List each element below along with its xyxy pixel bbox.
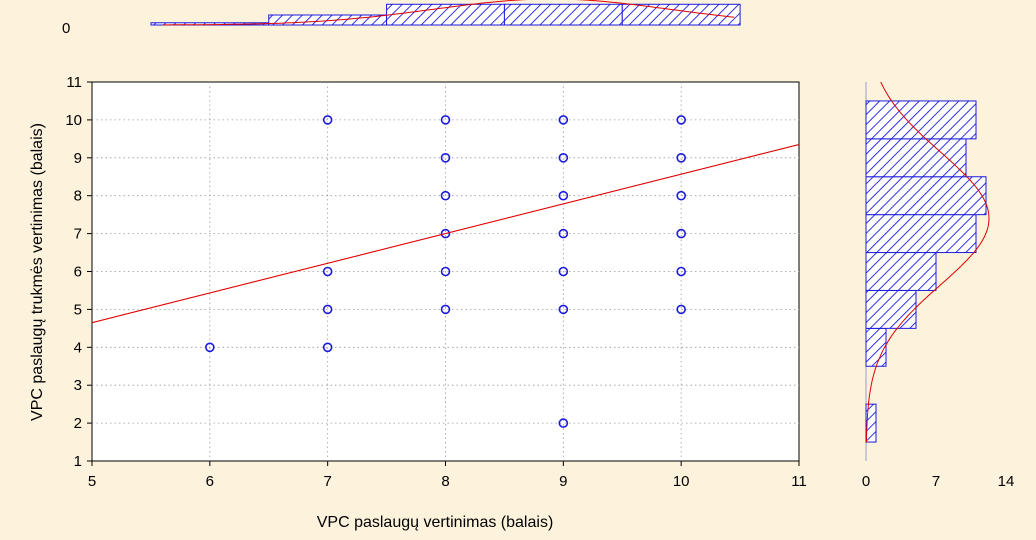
y-tick-label: 3	[74, 377, 82, 394]
y-tick-label: 10	[65, 112, 82, 129]
x-tick-label: 11	[791, 473, 807, 490]
x-tick-label: 5	[88, 473, 96, 490]
x-tick-label: 10	[673, 473, 690, 490]
y-axis-label: VPC paslaugų trukmės vertinimas (balais)	[29, 123, 46, 421]
right-hist-bar	[865, 100, 977, 140]
x-axis-label: VPC paslaugų vertinimas (balais)	[317, 514, 554, 531]
y-tick-label: 2	[74, 415, 82, 432]
top-hist-tick-label: 0	[62, 20, 70, 37]
right-hist-tick-label: 0	[862, 473, 870, 490]
top-normal-curve	[162, 0, 735, 26]
regression-line	[92, 144, 799, 324]
scatter-point	[322, 115, 333, 125]
right-hist-tick-label: 7	[932, 473, 940, 490]
scatter-point	[558, 228, 569, 239]
right-hist-bar	[865, 289, 917, 329]
gridlines	[92, 82, 799, 461]
scatter-point	[558, 304, 569, 315]
right-hist-bar	[865, 403, 877, 443]
scatter-point	[558, 266, 569, 277]
right-normal-curve	[866, 82, 990, 443]
right-hist-bar	[865, 138, 967, 178]
right-hist-tick-label: 14	[998, 473, 1015, 490]
right-histogram: 0 7 14	[862, 82, 1015, 490]
y-tick-label: 9	[74, 150, 82, 167]
x-tick-label: 9	[559, 473, 567, 490]
scatter-point	[440, 228, 451, 239]
right-hist-bar	[865, 327, 887, 367]
scatter-point	[440, 153, 451, 163]
y-tick-label: 7	[74, 226, 82, 243]
scatter-point	[440, 266, 451, 277]
scatter-point	[322, 304, 333, 315]
right-hist-bar	[865, 176, 987, 216]
scatter-point	[676, 115, 686, 125]
scatter-point	[322, 266, 333, 277]
scatter-point	[676, 153, 686, 163]
scatter-point	[440, 115, 451, 125]
x-tick-label: 7	[323, 473, 331, 490]
x-tick-label: 6	[206, 473, 214, 490]
top-hist-bar	[268, 14, 388, 26]
right-hist-bar	[865, 214, 977, 254]
scatter-point	[676, 266, 686, 277]
data-points	[205, 115, 686, 428]
scatter-point	[440, 304, 451, 315]
top-hist-bar	[621, 3, 741, 26]
y-tick-label: 6	[74, 264, 82, 281]
scatter-point	[558, 115, 569, 125]
y-tick-label: 8	[74, 188, 82, 205]
scatter-point	[676, 190, 686, 201]
top-histogram: 0	[62, 0, 741, 37]
scatter-point	[440, 190, 451, 201]
y-tick-label: 5	[74, 301, 82, 318]
x-axis-ticks: 5 6 7 8 9 10 11	[88, 461, 807, 490]
y-axis-ticks: 1 2 3 4 5 6 7 8 9 10 11	[65, 74, 92, 470]
scatter-point	[558, 153, 569, 163]
y-tick-label: 1	[74, 453, 82, 470]
right-hist-bar	[865, 252, 937, 291]
scatter-point	[558, 418, 569, 428]
scatter-point	[676, 304, 686, 315]
scatter-point	[205, 342, 215, 353]
x-tick-label: 8	[441, 473, 449, 490]
y-tick-label: 11	[66, 74, 82, 91]
top-hist-bar	[503, 3, 623, 26]
scatter-point	[558, 190, 569, 201]
y-tick-label: 4	[74, 339, 82, 356]
scatter-point	[322, 342, 333, 353]
scatter-point	[676, 228, 686, 239]
